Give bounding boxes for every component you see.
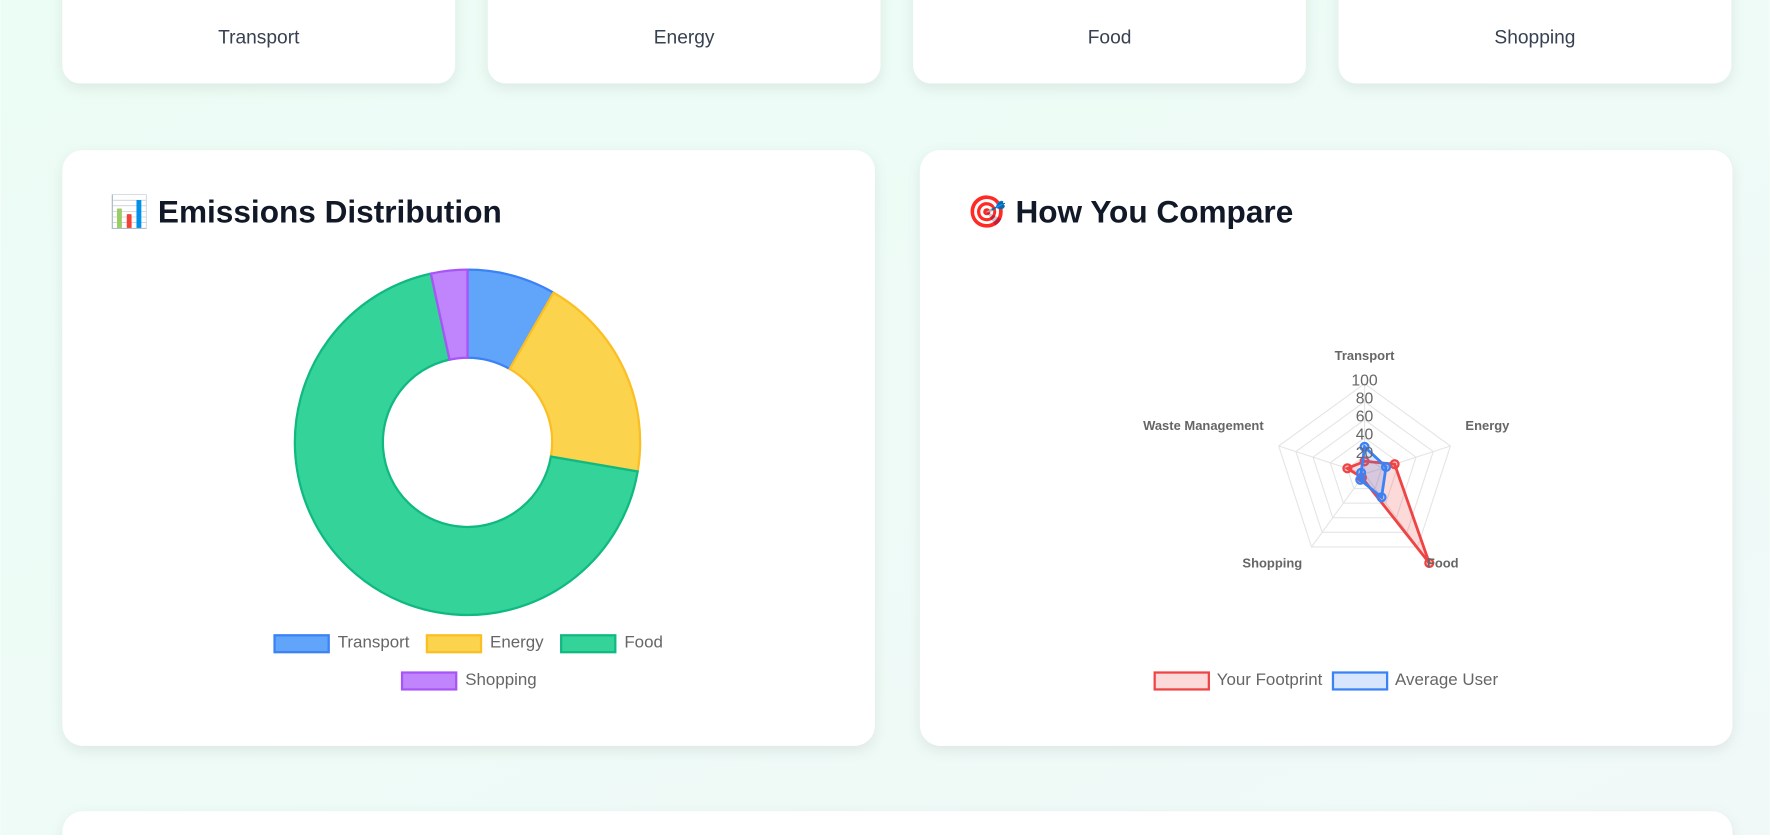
radar-point	[1342, 463, 1353, 474]
point-label: Shopping	[1242, 556, 1302, 571]
stat-card	[913, 0, 1306, 84]
radar-point	[1376, 492, 1387, 503]
stat-label: Energy	[654, 27, 715, 48]
point-label: Transport	[1335, 348, 1395, 363]
doughnut-segment	[508, 291, 642, 473]
legend-swatch	[400, 671, 458, 691]
legend-swatch	[560, 634, 617, 654]
legend-label: Shopping	[465, 670, 536, 689]
grid-line	[1312, 419, 1417, 519]
point-label: Waste Management	[1143, 418, 1264, 433]
legend-label: Your Footprint	[1217, 670, 1323, 689]
radar-spoke	[1364, 445, 1451, 475]
r-tick-label: 80	[1356, 391, 1374, 408]
grid-line	[1295, 401, 1434, 533]
legend-label: Transport	[338, 633, 410, 652]
r-tick-label: 60	[1356, 409, 1374, 426]
point-label: Energy	[1465, 418, 1510, 433]
doughnut-segment	[293, 272, 639, 617]
stat-label: Transport	[218, 27, 300, 48]
radar-point	[1356, 467, 1367, 478]
grid-line	[1329, 437, 1400, 504]
stat-card	[487, 0, 881, 84]
r-tick-label: 40	[1356, 427, 1374, 444]
grid-line	[1278, 382, 1452, 548]
doughnut-chart: Transport Energy Food Shopping	[273, 268, 663, 691]
r-tick-label: 20	[1356, 445, 1374, 462]
stat-label: Food	[1088, 27, 1132, 48]
doughnut-segment	[429, 268, 469, 361]
legend-label: Average User	[1395, 670, 1498, 689]
legend-label: Food	[624, 633, 663, 652]
card-title: 📊 Emissions Distribution	[110, 194, 502, 230]
stat-label: Shopping	[1494, 27, 1575, 48]
radar-point	[1380, 461, 1392, 473]
legend-swatch	[425, 634, 483, 654]
legend-label: Energy	[490, 633, 544, 652]
card-title: 🎯 How You Compare	[967, 194, 1293, 230]
point-label: Food	[1427, 556, 1459, 571]
stat-card	[1338, 0, 1732, 84]
legend-swatch	[273, 634, 330, 654]
r-tick-label: 100	[1351, 373, 1378, 390]
radar-spoke	[1311, 473, 1366, 548]
chart-card	[62, 150, 875, 746]
stat-card	[62, 0, 456, 84]
radar-point	[1359, 441, 1370, 452]
radar-point	[1424, 557, 1435, 569]
stat-cards: Transport Energy Food Shopping	[62, 0, 1732, 84]
card	[62, 811, 1733, 840]
radar-point	[1389, 459, 1400, 470]
legend-swatch	[1331, 671, 1389, 691]
legend-swatch	[1153, 671, 1210, 691]
